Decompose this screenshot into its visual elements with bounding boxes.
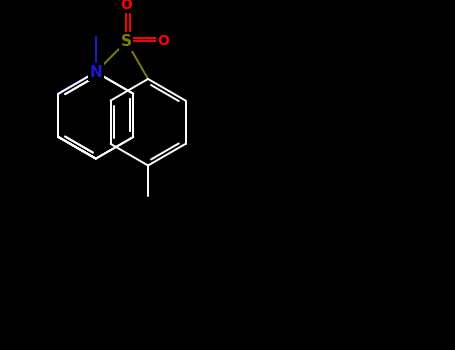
Text: N: N (90, 65, 102, 79)
Text: O: O (157, 35, 169, 49)
Text: S: S (121, 34, 132, 49)
Text: O: O (121, 0, 132, 12)
